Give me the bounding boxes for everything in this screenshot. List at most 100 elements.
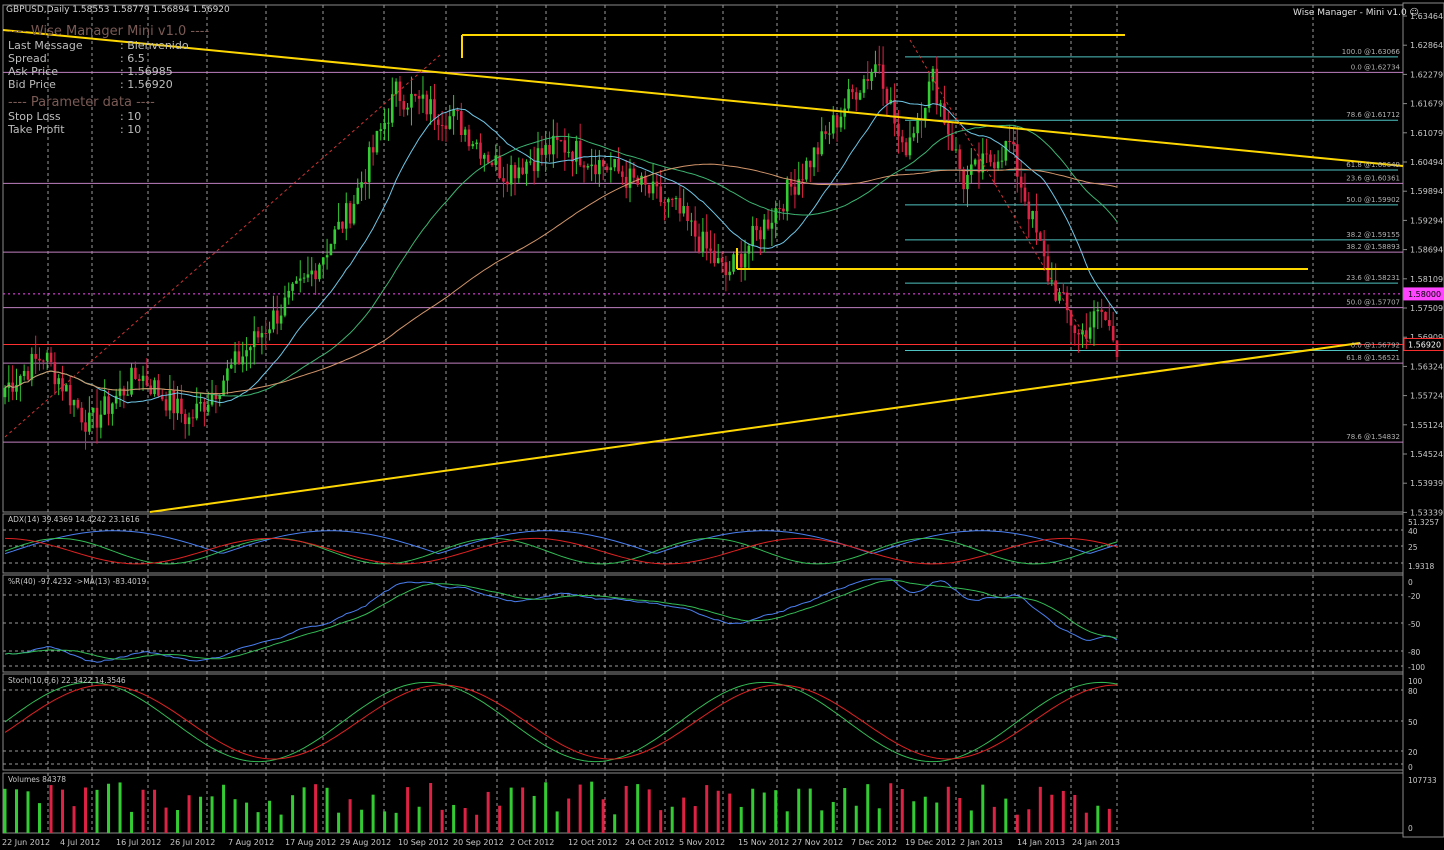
candle-body — [801, 179, 804, 181]
candle-body — [586, 166, 590, 168]
ea-value: : 1.56985 — [120, 65, 173, 78]
candle-body — [567, 151, 570, 153]
indicator-tick-label: 100 — [1408, 677, 1423, 686]
candle-body — [571, 151, 574, 162]
candle-body — [1039, 232, 1042, 241]
candle-body — [709, 248, 712, 251]
candle-body — [3, 387, 7, 398]
indicator-tick-label: -50 — [1408, 620, 1420, 629]
candle-body — [617, 158, 620, 172]
volume-bar — [452, 804, 456, 833]
candle-body — [398, 81, 402, 102]
candle-body — [80, 407, 83, 423]
volume-bar — [866, 784, 870, 833]
ea-corner-label: Wise Manager - Mini v1.0 ☺ — [1293, 5, 1419, 20]
ea-corner-text: Wise Manager - Mini v1.0 ☺ — [1293, 8, 1419, 18]
candle-body — [237, 351, 241, 365]
candle-body — [640, 175, 643, 185]
candle-body — [624, 176, 628, 188]
ea-key: Spread — [8, 52, 47, 65]
date-label: 27 Nov 2012 — [792, 838, 843, 847]
indicator-tick-label: 0 — [1408, 578, 1413, 587]
price-tick-label: 1.56909 — [1410, 333, 1443, 342]
candle-body — [831, 115, 835, 134]
price-tick-label: 1.63464 — [1410, 12, 1443, 21]
candle-body — [375, 130, 379, 153]
volume-bar — [1061, 790, 1065, 833]
fib-level-label: 78.6 @1.61712 — [1346, 111, 1400, 119]
candle-body — [874, 64, 877, 73]
candle-body — [996, 161, 1000, 169]
williams-r-line — [4, 578, 1118, 663]
fib-level-label: 23.6 @1.60361 — [1346, 174, 1400, 182]
volume-bar — [900, 789, 904, 833]
candle-body — [360, 182, 363, 188]
candle-body — [325, 255, 329, 258]
candle-body — [793, 186, 797, 195]
volume-bar — [440, 809, 444, 833]
price-tick-label: 1.53339 — [1410, 508, 1443, 517]
volume-bar — [613, 814, 617, 833]
volume-bar — [233, 799, 237, 833]
volume-bar — [762, 792, 766, 833]
candle-body — [333, 229, 337, 244]
volume-bar — [95, 789, 99, 833]
ascending-trendline — [149, 342, 1361, 513]
candle-body — [548, 144, 551, 155]
candle-body — [310, 270, 314, 275]
candle-body — [862, 79, 866, 93]
volume-bar — [532, 795, 536, 833]
candle-body — [65, 385, 68, 392]
candle-body — [157, 380, 160, 396]
fib-level-label: 23.6 @1.58231 — [1346, 274, 1400, 282]
volume-bar — [946, 786, 950, 833]
volume-bar — [222, 784, 226, 833]
volume-bar — [1015, 814, 1019, 833]
candle-body — [452, 109, 455, 117]
candle-body — [728, 271, 732, 276]
date-label: 2 Oct 2012 — [510, 838, 554, 847]
candle-body — [502, 178, 505, 182]
indicator-tick-label: 40 — [1408, 527, 1418, 536]
volume-bar — [314, 784, 318, 833]
candle-body — [19, 376, 22, 385]
candle-body — [1100, 309, 1103, 312]
indicator-tick-label: 25 — [1408, 543, 1418, 552]
candle-body — [552, 135, 555, 155]
ea-value: : Bienvenido — [120, 39, 189, 52]
date-label: 2 Jan 2013 — [960, 838, 1003, 847]
candle-body — [72, 399, 76, 406]
date-label: 14 Jan 2013 — [1017, 838, 1065, 847]
volume-bar — [164, 807, 168, 833]
price-tick-label: 1.61679 — [1410, 100, 1443, 109]
volume-bar — [877, 808, 881, 833]
ea-key: Bid Price — [8, 78, 56, 91]
candle-body — [824, 131, 827, 134]
candle-body — [475, 142, 478, 145]
indicator-tick-label: 0 — [1408, 763, 1413, 772]
candle-body — [958, 149, 962, 169]
volume-bar — [1004, 798, 1008, 833]
candle-body — [854, 92, 858, 100]
price-tag-label: 1.56920 — [1408, 340, 1441, 349]
candle-body — [429, 99, 432, 115]
volume-bar — [15, 789, 19, 833]
candle-body — [53, 362, 57, 385]
candle-body — [387, 122, 390, 124]
candle-body — [241, 356, 245, 365]
price-tick-label: 1.62864 — [1410, 41, 1443, 50]
candle-body — [847, 89, 850, 109]
volume-bar — [429, 783, 433, 833]
volume-bar — [797, 788, 801, 833]
volume-bar — [486, 791, 490, 833]
candle-body — [663, 202, 666, 204]
indicator-title: %R(40) -97.4232 ->MA(13) -83.4019 — [8, 577, 147, 586]
date-label: 7 Dec 2012 — [851, 838, 897, 847]
candle-body — [931, 68, 935, 82]
price-tick-label: 1.56324 — [1410, 362, 1443, 371]
candle-body — [621, 171, 624, 177]
candle-body — [436, 119, 440, 125]
date-label: 15 Nov 2012 — [738, 838, 789, 847]
candle-body — [644, 175, 647, 185]
